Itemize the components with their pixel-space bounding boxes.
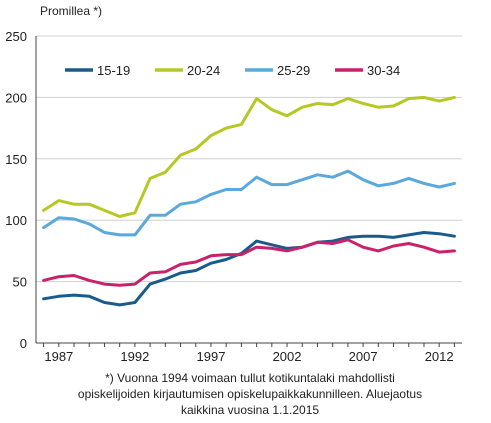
x-tick-label: 2007 [349,349,378,364]
legend-label: 25-29 [277,63,310,78]
grid-lines [35,35,462,344]
legend-item-15-19: 15-19 [65,63,130,78]
series-line-25-29 [42,169,456,237]
y-tick-label: 250 [5,29,27,44]
y-tick-label: 200 [5,90,27,105]
legend-item-25-29: 25-29 [245,63,310,78]
footnote-line-3: kaikkina vuosina 1.1.2015 [180,403,320,417]
x-tick-label: 1997 [197,349,226,364]
x-tick-labels: 1987 1992 1997 2002 2007 2012 [43,343,455,364]
series-line-30-34 [42,238,456,287]
footnote-line-1: *) Vuonna 1994 voimaan tullut kotikuntal… [105,371,395,385]
legend-label: 20-24 [187,63,220,78]
y-tick-label: 0 [20,336,27,351]
legend-item-20-24: 20-24 [155,63,220,78]
y-tick-label: 150 [5,152,27,167]
legend-label: 30-34 [367,63,400,78]
y-tick-label: 100 [5,213,27,228]
series-line-20-24 [42,95,456,218]
series-lines [42,95,456,307]
x-tick-label: 1992 [120,349,149,364]
legend-label: 15-19 [97,63,130,78]
x-tick-label: 1987 [44,349,73,364]
series-line-15-19 [42,231,456,307]
footnote: *) Vuonna 1994 voimaan tullut kotikuntal… [30,370,470,418]
y-tick-labels: 0 50 100 150 200 250 [5,29,27,351]
x-tick-label: 2002 [273,349,302,364]
line-chart: 0 50 100 150 200 250 1987 1992 1997 2002 2007 2012… [5,29,462,364]
x-tick-label: 2012 [425,349,454,364]
legend: 15-19 20-24 25-29 30-34 [65,63,400,78]
y-tick-label: 50 [13,275,27,290]
y-axis-unit-label: Promillea *) [40,4,103,18]
footnote-line-2: opiskelijoiden kirjautumisen opiskelupai… [77,387,423,401]
legend-item-30-34: 30-34 [335,63,400,78]
